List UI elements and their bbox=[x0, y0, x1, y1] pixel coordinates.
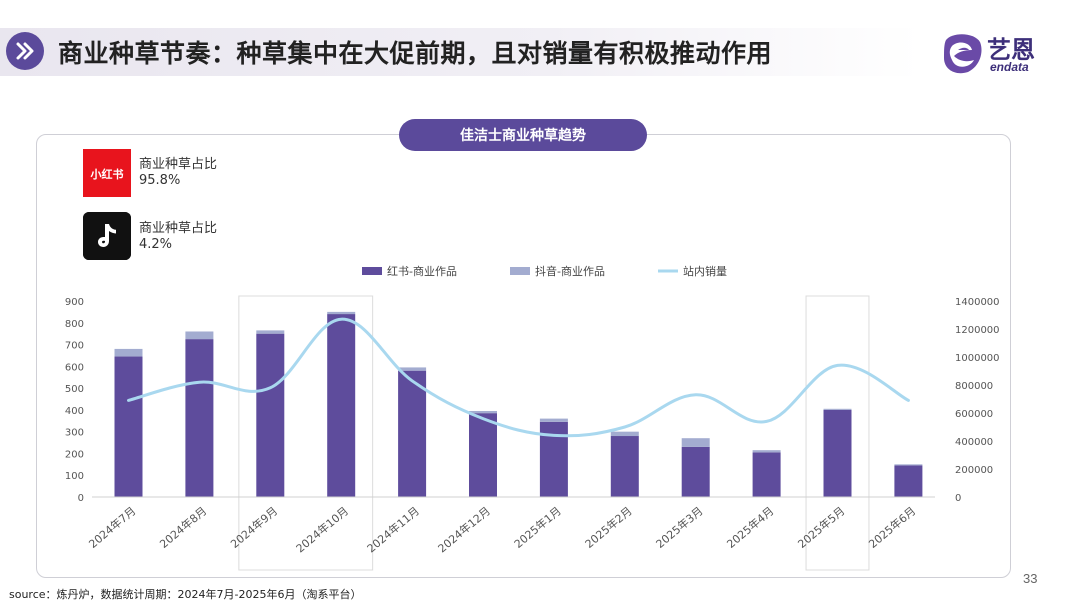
xiaohongshu-icon-text: 小红书 bbox=[90, 167, 124, 181]
xiaohongshu-share-label: 商业种草占比 bbox=[139, 157, 218, 172]
douyin-share-label: 商业种草占比 bbox=[139, 221, 218, 236]
page-number: 33 bbox=[1023, 571, 1038, 586]
endata-logo-icon bbox=[944, 34, 982, 74]
xiaohongshu-label-group: 商业种草占比 95.8% bbox=[139, 157, 217, 189]
logo-text: 艺恩 bbox=[987, 36, 1035, 64]
douyin-label-group: 商业种草占比 4.2% bbox=[139, 221, 217, 253]
douyin-share-value: 4.2% bbox=[139, 237, 173, 252]
double-chevron-right-icon bbox=[6, 32, 44, 70]
xiaohongshu-share-value: 95.8% bbox=[139, 173, 181, 188]
page-title: 商业种草节奏：种草集中在大促前期，且对销量有积极推动作用 bbox=[58, 39, 773, 68]
chart-panel-title: 佳洁士商业种草趋势 bbox=[399, 119, 647, 151]
xiaohongshu-icon: 小红书 bbox=[83, 149, 131, 197]
logo-subtext: endata bbox=[990, 60, 1029, 74]
chart-panel bbox=[36, 134, 1011, 578]
header-bar bbox=[0, 28, 920, 76]
douyin-icon bbox=[83, 212, 131, 260]
source-note: source：炼丹炉，数据统计周期：2024年7月-2025年6月（淘系平台） bbox=[9, 588, 362, 601]
